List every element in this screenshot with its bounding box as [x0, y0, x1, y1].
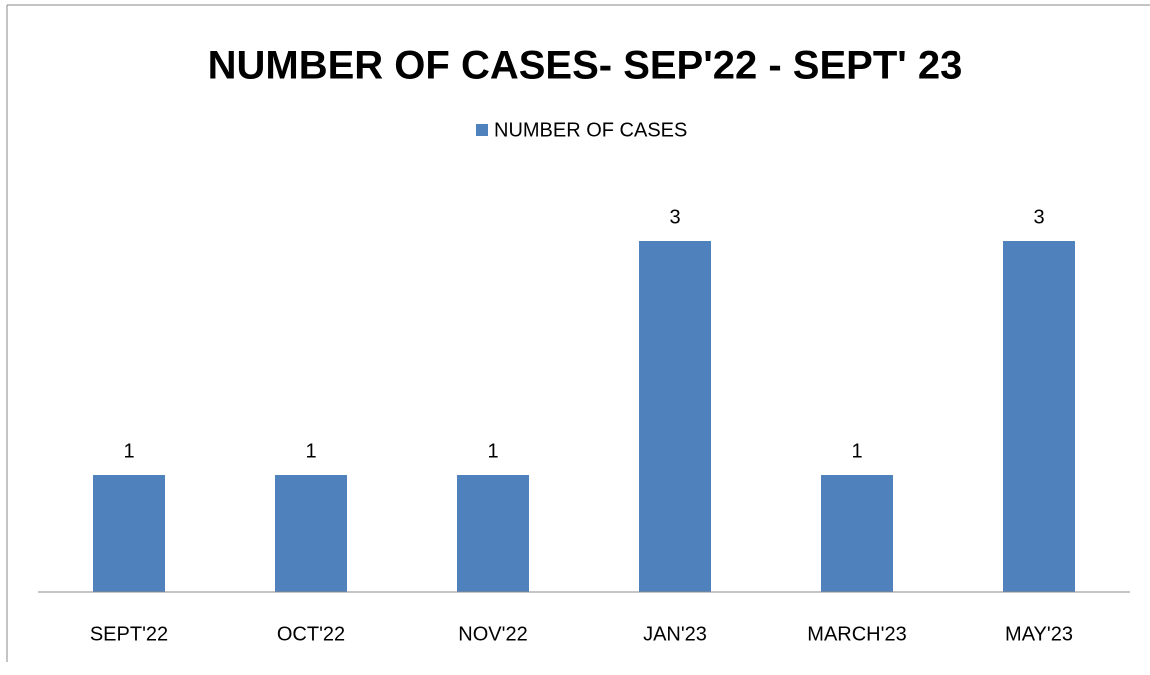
- data-label: 1: [123, 440, 134, 462]
- chart-title: NUMBER OF CASES- SEP'22 - SEPT' 23: [208, 44, 963, 88]
- bar: [275, 475, 347, 592]
- bar: [1003, 241, 1075, 592]
- x-tick-label: JAN'23: [643, 623, 707, 645]
- legend-swatch: [476, 124, 488, 136]
- data-label: 3: [669, 206, 680, 228]
- bar: [457, 475, 529, 592]
- x-tick-label: OCT'22: [277, 623, 345, 645]
- bar: [639, 241, 711, 592]
- bar: [821, 475, 893, 592]
- data-label: 1: [487, 440, 498, 462]
- x-tick-label: NOV'22: [458, 623, 527, 645]
- x-tick-label: MAY'23: [1005, 623, 1073, 645]
- x-tick-label: SEPT'22: [90, 623, 168, 645]
- data-label: 1: [305, 440, 316, 462]
- x-tick-label: MARCH'23: [807, 623, 906, 645]
- data-label: 1: [851, 440, 862, 462]
- legend-label: NUMBER OF CASES: [494, 119, 687, 141]
- data-label: 3: [1033, 206, 1044, 228]
- bar: [93, 475, 165, 592]
